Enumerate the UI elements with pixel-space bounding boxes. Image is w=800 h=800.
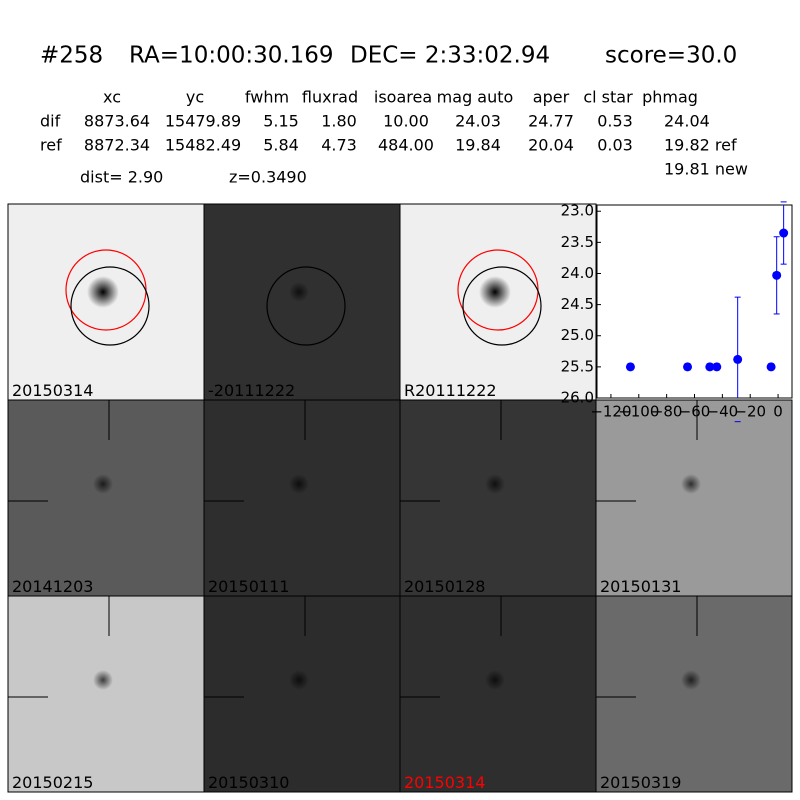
table-cell: 19.84 xyxy=(455,136,501,155)
x-tick-label: −80 xyxy=(651,403,683,421)
dist: dist= 2.90 xyxy=(80,168,163,187)
cutout-image xyxy=(7,399,205,597)
cutout-image xyxy=(203,203,401,401)
table-cell: 10.00 xyxy=(383,112,429,131)
x-tick-label: 0 xyxy=(773,403,783,421)
cutout-image xyxy=(203,595,401,793)
source xyxy=(681,474,701,494)
point xyxy=(712,362,722,372)
table-cell: 8872.34 xyxy=(84,136,150,155)
source xyxy=(479,276,511,308)
table-cell: 20.04 xyxy=(528,136,574,155)
panel-label: R20111222 xyxy=(404,381,497,400)
column-header: mag auto xyxy=(437,88,514,107)
column-header: cl star xyxy=(583,88,633,107)
table-cell: 4.73 xyxy=(321,136,357,155)
panel-label: 20150314 xyxy=(404,773,485,792)
cutout-image xyxy=(7,595,205,793)
phmag-new: 19.81 new xyxy=(664,160,748,179)
y-tick-label: 24.0 xyxy=(561,264,594,282)
point xyxy=(733,354,743,364)
cutout-image xyxy=(399,595,597,793)
column-header: aper xyxy=(533,88,570,107)
source xyxy=(485,670,505,690)
point xyxy=(766,362,776,372)
panel-label: 20150215 xyxy=(12,773,93,792)
point xyxy=(772,270,782,280)
cutout-image xyxy=(399,399,597,597)
point xyxy=(683,362,693,372)
y-tick-label: 24.5 xyxy=(561,295,594,313)
source xyxy=(289,282,309,302)
table-cell: 484.00 xyxy=(378,136,434,155)
y-tick-label: 26.0 xyxy=(561,389,594,407)
panel-label: -20111222 xyxy=(208,381,295,400)
table-cell: 8873.64 xyxy=(84,112,150,131)
source xyxy=(93,670,113,690)
cutout-image xyxy=(595,595,793,793)
source xyxy=(681,670,701,690)
table-cell: 1.80 xyxy=(321,112,357,131)
source xyxy=(87,276,119,308)
candidate-id: #258 xyxy=(40,43,103,69)
panel-label: 20141203 xyxy=(12,577,93,596)
column-header: phmag xyxy=(642,88,698,107)
x-tick-label: −100 xyxy=(618,403,659,421)
table-cell: 15482.49 xyxy=(165,136,241,155)
table-cell: dif xyxy=(40,112,61,131)
cutout-image xyxy=(203,399,401,597)
column-header: fluxrad xyxy=(302,88,358,107)
source xyxy=(289,474,309,494)
table-cell: 5.84 xyxy=(263,136,299,155)
table-cell: 19.82 ref xyxy=(664,136,737,155)
error-bar xyxy=(734,296,741,423)
column-header: isoarea xyxy=(374,88,432,107)
x-tick-label: −40 xyxy=(707,403,739,421)
x-tick-label: −60 xyxy=(679,403,711,421)
y-tick-label: 23.0 xyxy=(561,202,594,220)
source xyxy=(93,474,113,494)
panel-label: 20150128 xyxy=(404,577,485,596)
x-tick-label: −20 xyxy=(734,403,766,421)
point xyxy=(705,362,715,372)
column-header: yc xyxy=(186,88,204,107)
black-circle xyxy=(462,266,542,346)
table-cell: 0.03 xyxy=(597,136,633,155)
source xyxy=(485,474,505,494)
table-cell: ref xyxy=(40,136,62,155)
plot-area xyxy=(596,204,793,399)
point xyxy=(779,228,789,238)
redshift: z=0.3490 xyxy=(229,168,307,187)
cutout-image xyxy=(595,399,793,597)
y-tick-label: 25.0 xyxy=(561,326,594,344)
table-cell: 5.15 xyxy=(263,112,299,131)
column-header: fwhm xyxy=(245,88,289,107)
black-circle xyxy=(70,266,150,346)
column-header: xc xyxy=(103,88,121,107)
panel-label: 20150310 xyxy=(208,773,289,792)
panel-label: 20150319 xyxy=(600,773,681,792)
y-tick-label: 23.5 xyxy=(561,233,594,251)
x-tick-label: −120 xyxy=(590,403,631,421)
source xyxy=(289,670,309,690)
score: score=30.0 xyxy=(605,43,737,69)
dec: DEC= 2:33:02.94 xyxy=(350,43,550,69)
black-circle xyxy=(266,266,346,346)
point xyxy=(625,362,635,372)
table-cell: 24.03 xyxy=(455,112,501,131)
y-tick-label: 25.5 xyxy=(561,357,594,375)
panel-label: 20150314 xyxy=(12,381,93,400)
panel-label: 20150131 xyxy=(600,577,681,596)
ra: RA=10:00:30.169 xyxy=(129,43,334,69)
table-cell: 24.77 xyxy=(528,112,574,131)
table-cell: 0.53 xyxy=(597,112,633,131)
panel-label: 20150111 xyxy=(208,577,289,596)
table-cell: 15479.89 xyxy=(165,112,241,131)
table-cell: 24.04 xyxy=(664,112,710,131)
